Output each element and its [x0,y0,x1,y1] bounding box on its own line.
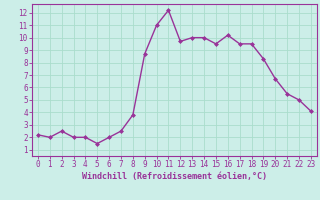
X-axis label: Windchill (Refroidissement éolien,°C): Windchill (Refroidissement éolien,°C) [82,172,267,181]
